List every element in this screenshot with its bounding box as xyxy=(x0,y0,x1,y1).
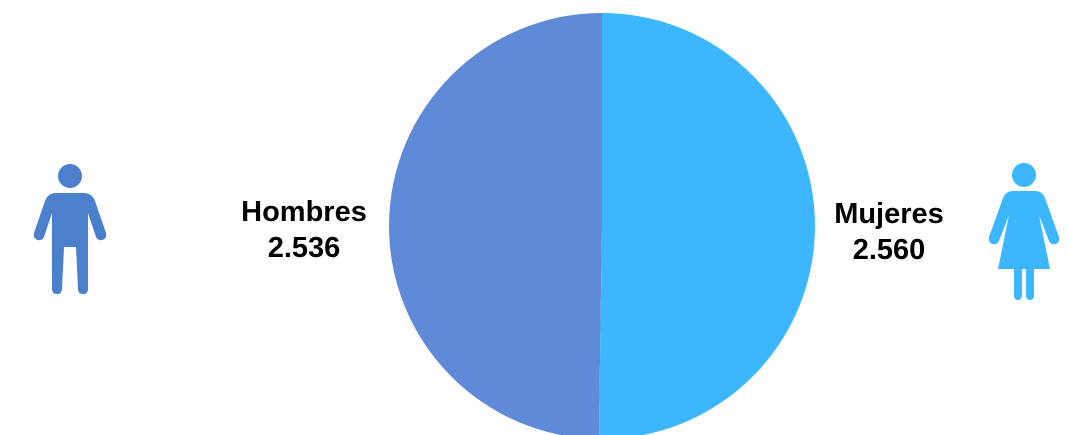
slice-label-mujeres-name: Mujeres xyxy=(834,198,944,230)
pie-slice-hombres xyxy=(389,13,602,435)
slice-label-mujeres-value: 2.560 xyxy=(852,234,926,266)
slice-label-hombres-value: 2.536 xyxy=(267,232,341,264)
slice-label-mujeres: Mujeres 2.560 xyxy=(806,196,972,268)
slice-label-hombres: Hombres 2.536 xyxy=(222,194,386,266)
female-person-icon xyxy=(988,163,1060,300)
slice-label-hombres-name: Hombres xyxy=(241,196,367,228)
pie-slice-mujeres xyxy=(598,13,815,435)
male-person-icon xyxy=(33,164,107,294)
